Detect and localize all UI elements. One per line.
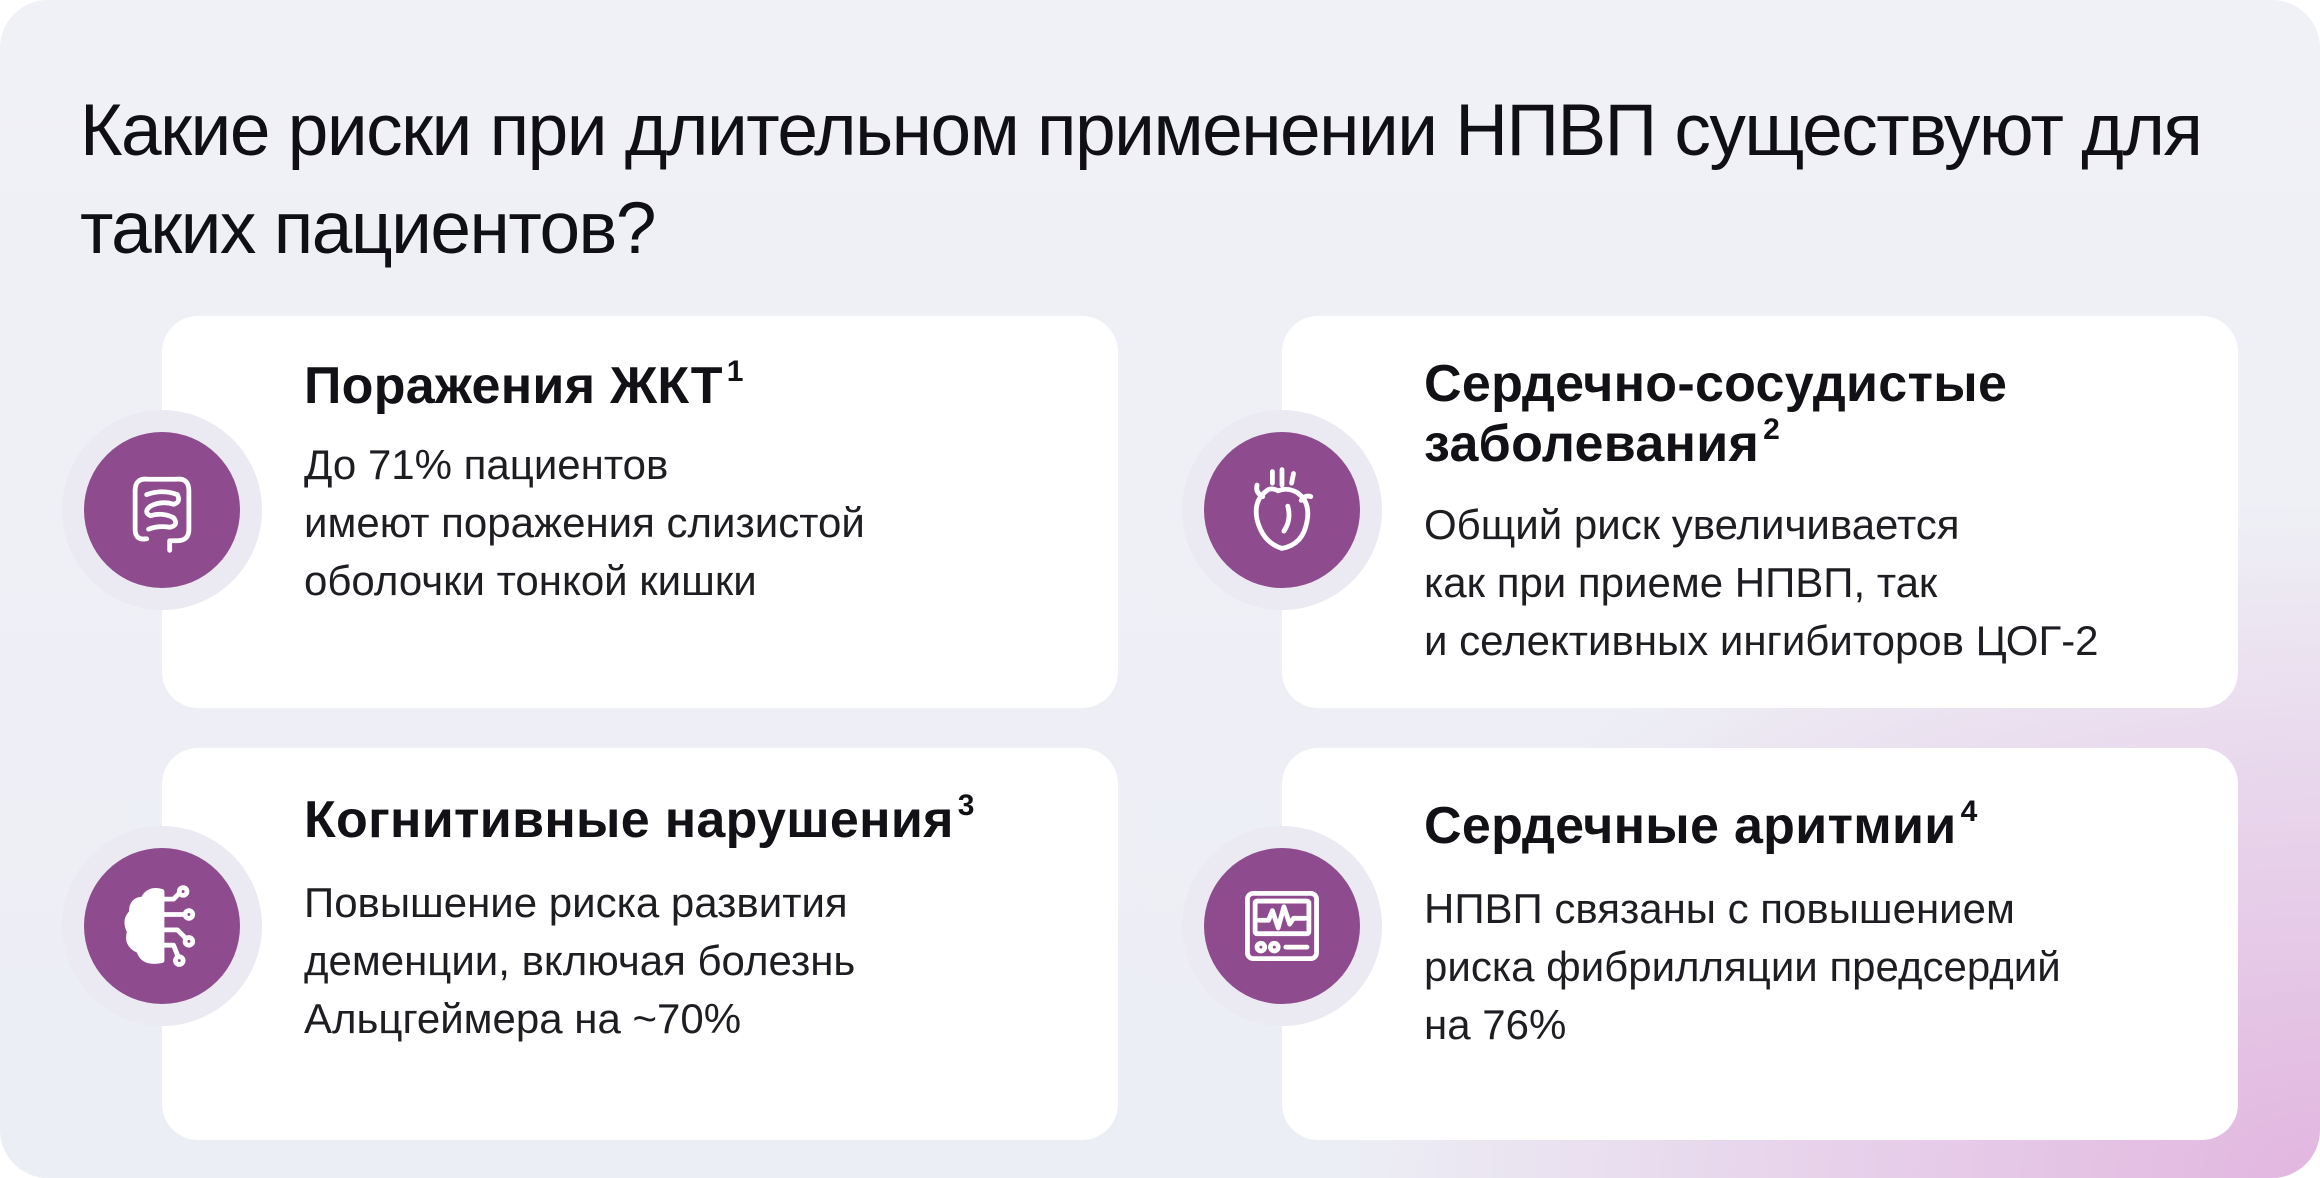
card-title-text: Сердечные аритмии [1424,797,1957,855]
ecg-monitor-icon [1245,890,1319,962]
icon-circle [1204,848,1360,1004]
icon-circle [84,848,240,1004]
card-title-text: Сердечно-сосудистые заболевания [1424,355,2008,473]
risk-card-cognitive: Когнитивные нарушения 3 Повышение риска р… [162,748,1118,1140]
page-title: Какие риски при длительном применении НП… [80,90,2203,269]
footnote-ref: 3 [957,789,975,822]
footnote-ref: 4 [1960,795,1978,828]
footnote-ref: 1 [726,355,744,388]
risk-card-cardiovascular: Сердечно-сосудистые заболевания 2 Общий р… [1282,316,2238,708]
risk-card-arrhythmia: Сердечные аритмии 4 НПВП связаны с повыше… [1282,748,2238,1140]
icon-circle [1204,432,1360,588]
card-description: Повышение риска развития деменции, включ… [304,879,856,1042]
card-description: НПВП связаны с повышением риска фибрилля… [1424,885,2061,1048]
card-title: Поражения ЖКТ 1 [304,356,744,416]
card-description: Общий риск увеличивается как при приеме … [1424,501,2099,664]
icon-circle [84,432,240,588]
card-title-text: Когнитивные нарушения [304,791,954,849]
card-title: Сердечные аритмии 4 [1424,796,1978,856]
heart-icon [1253,467,1314,551]
icon-badge [1182,410,1382,610]
card-title-text: Поражения ЖКТ [304,357,723,415]
card-title: Когнитивные нарушения 3 [304,790,975,850]
icon-badge [1182,826,1382,1026]
brain-circuit-icon [124,885,196,967]
risk-card-gi: Поражения ЖКТ 1 До 71% пациентов имеют по… [162,316,1118,708]
icon-badge [62,826,262,1026]
card-title: Сердечно-сосудистые заболевания 2 [1424,354,2007,474]
card-description: До 71% пациентов имеют поражения слизист… [304,441,865,604]
footnote-ref: 2 [1763,413,1781,446]
icon-badge [62,410,262,610]
intestine-icon [132,476,192,553]
